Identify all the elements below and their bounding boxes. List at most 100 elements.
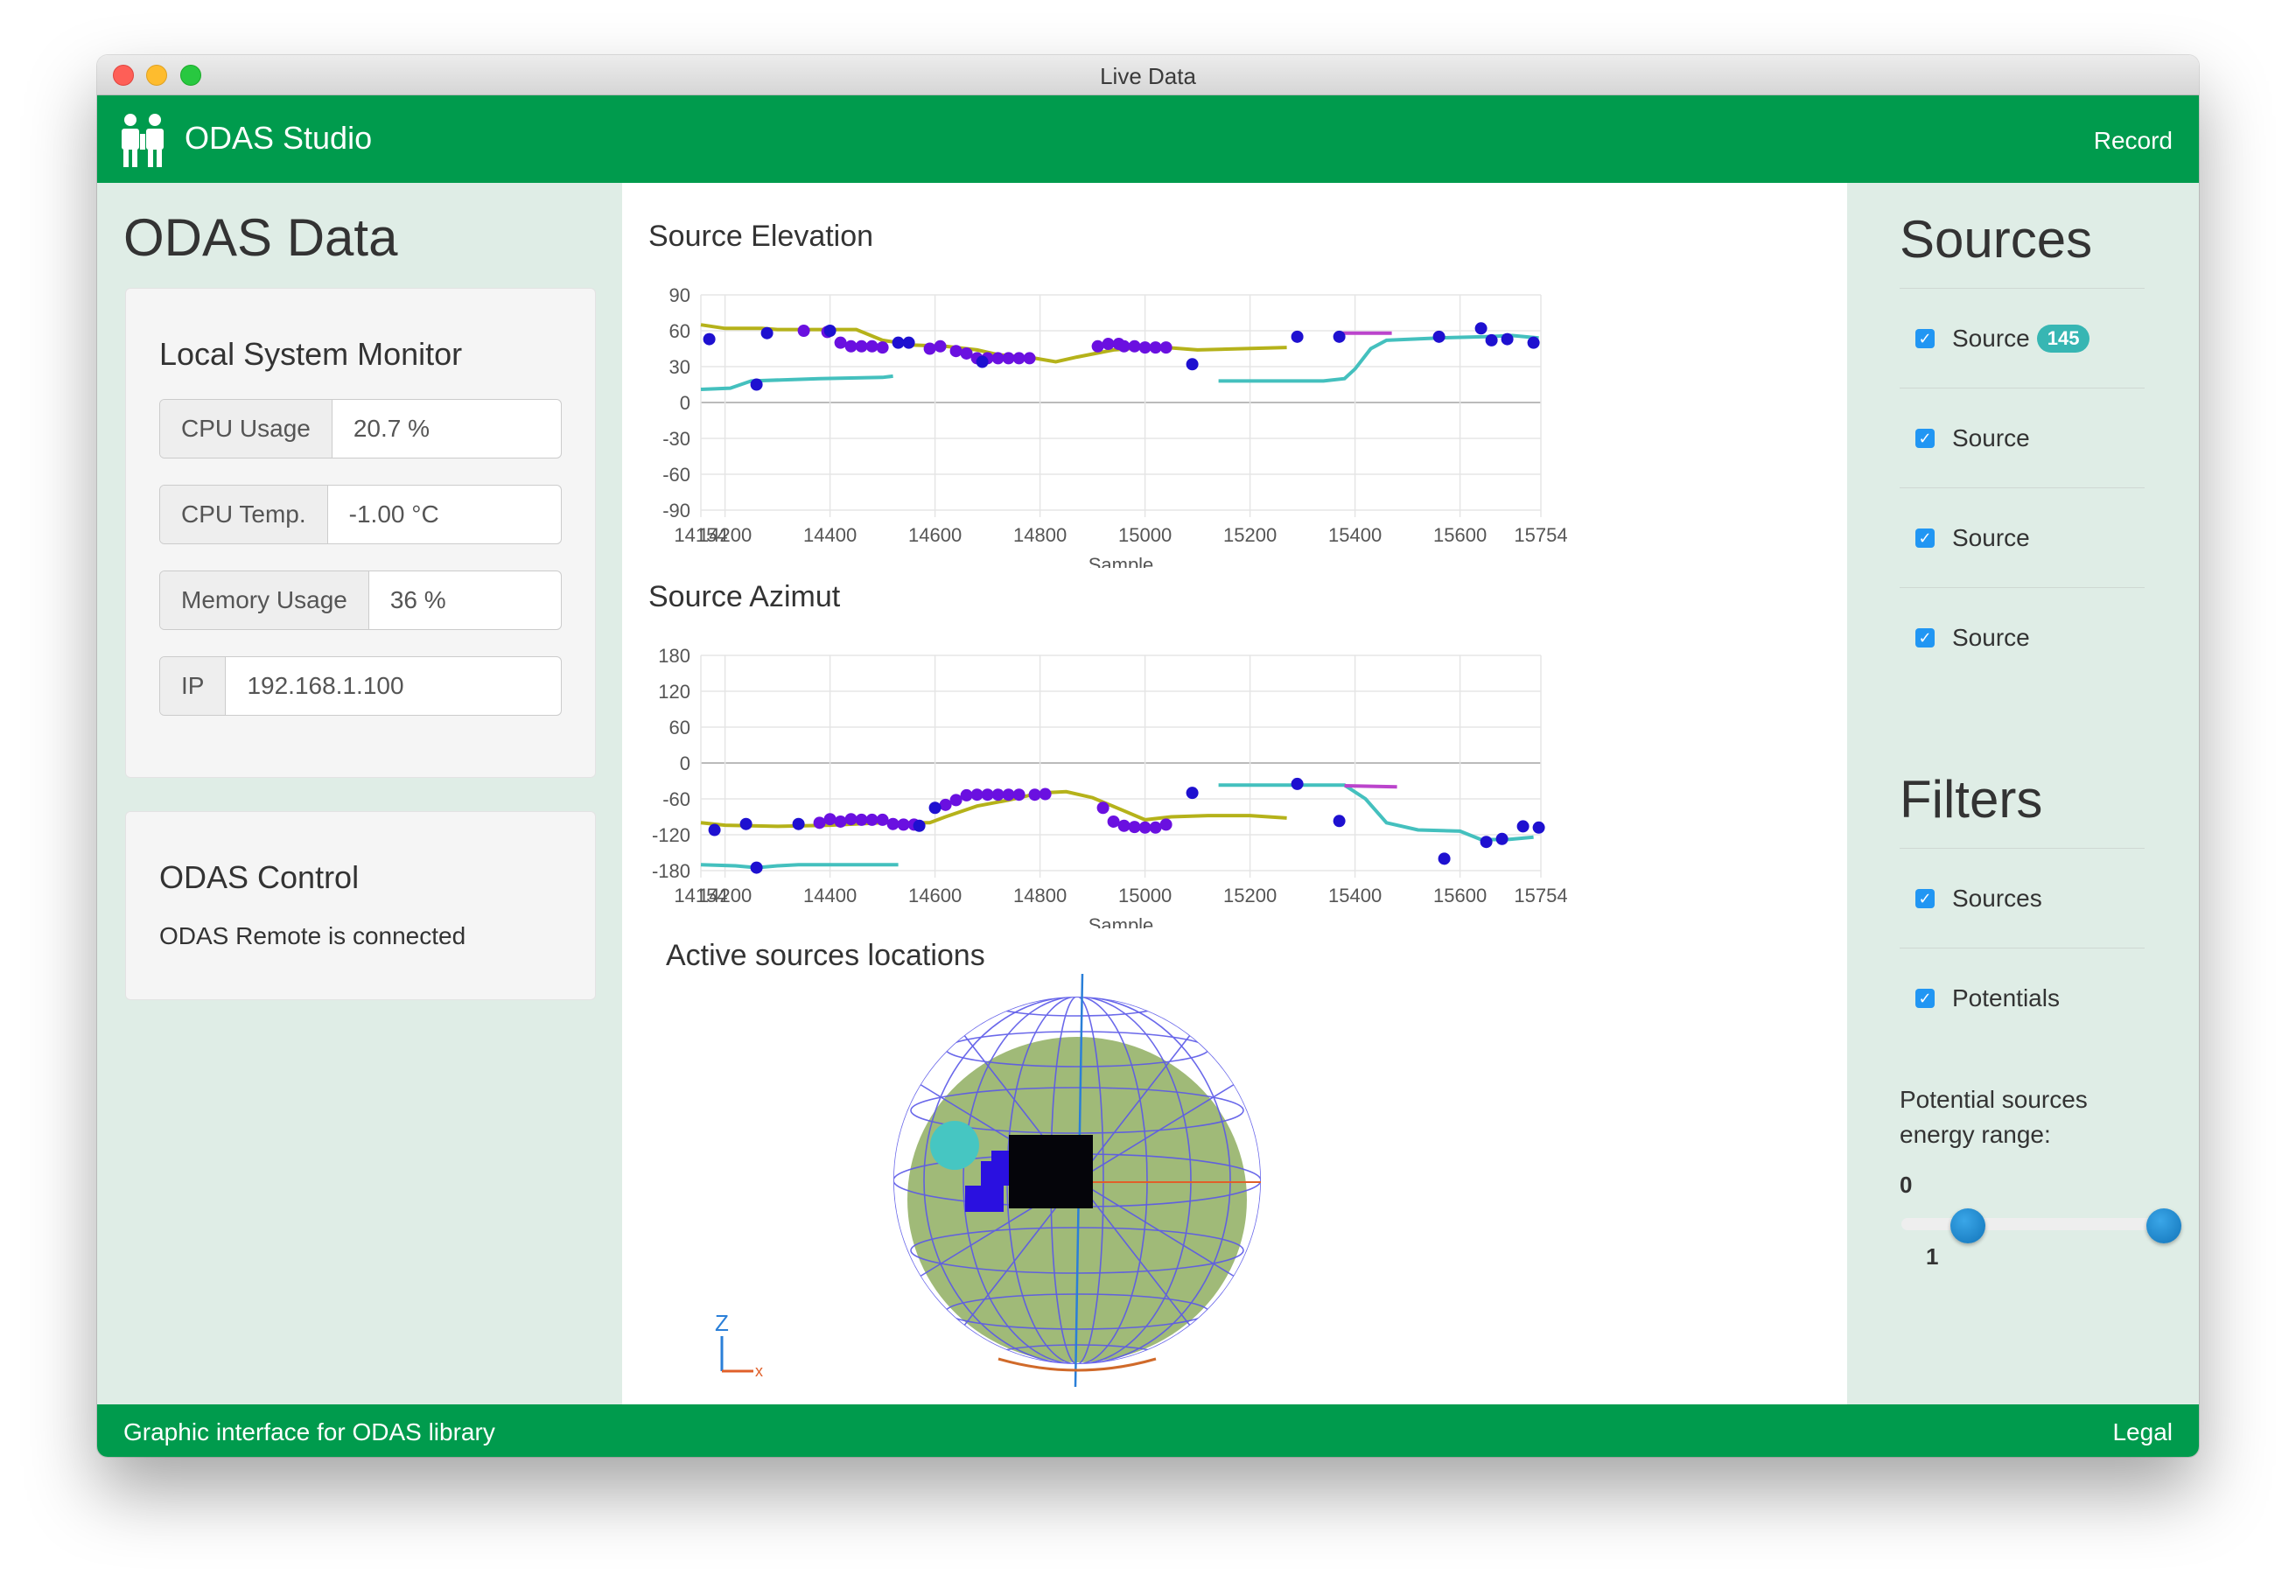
charts-panel: Source Elevation 90 60 30 0 -30 -60 -90 14154 14… bbox=[622, 183, 1847, 1404]
filter-row-potentials[interactable]: ✓ Potentials bbox=[1900, 948, 2145, 1047]
data-point bbox=[960, 346, 973, 360]
checkbox-checked-icon[interactable]: ✓ bbox=[1915, 528, 1935, 548]
data-point bbox=[1291, 330, 1304, 343]
minimize-window-button[interactable] bbox=[146, 65, 167, 86]
brand-name[interactable]: ODAS Studio bbox=[185, 120, 373, 156]
cpu-temp-value: -1.00 °C bbox=[348, 500, 439, 528]
data-point bbox=[1002, 788, 1015, 802]
data-point bbox=[844, 813, 858, 826]
source-row[interactable]: ✓ Source bbox=[1900, 388, 2145, 487]
data-point bbox=[1495, 832, 1508, 845]
source-row[interactable]: ✓ Source bbox=[1900, 587, 2145, 687]
gizmo-x-label: x bbox=[755, 1362, 763, 1380]
sphere-bottom-edge bbox=[998, 1357, 1157, 1372]
y-tick-label: -30 bbox=[662, 428, 690, 450]
y-tick-label: 0 bbox=[680, 392, 690, 414]
data-point bbox=[902, 336, 915, 349]
checkbox-checked-icon[interactable]: ✓ bbox=[1915, 888, 1935, 908]
memory-usage-field: Memory Usage 36 % bbox=[159, 570, 562, 630]
data-point bbox=[792, 817, 805, 830]
energy-range-label: Potential sources energy range: bbox=[1900, 1086, 2088, 1148]
ip-value: 192.168.1.100 bbox=[247, 672, 404, 699]
filter-label: Sources bbox=[1952, 884, 2042, 912]
checkbox-checked-icon[interactable]: ✓ bbox=[1915, 988, 1935, 1008]
data-point bbox=[1485, 333, 1498, 346]
data-point bbox=[1028, 788, 1041, 802]
close-window-button[interactable] bbox=[113, 65, 134, 86]
data-point bbox=[928, 802, 942, 815]
data-point bbox=[1107, 815, 1120, 828]
energy-range-slider[interactable] bbox=[1901, 1218, 2164, 1230]
data-point bbox=[1138, 821, 1152, 834]
x-tick-label: 14800 bbox=[1013, 524, 1067, 546]
x-tick-label: 15400 bbox=[1328, 885, 1382, 906]
azimut-chart-title: Source Azimut bbox=[648, 580, 841, 613]
data-point bbox=[1432, 330, 1446, 343]
checkbox-checked-icon[interactable]: ✓ bbox=[1915, 627, 1935, 648]
y-tick-label: 90 bbox=[669, 284, 690, 306]
series-line bbox=[1218, 783, 1534, 842]
filters-title: Filters bbox=[1900, 770, 2043, 829]
data-point bbox=[855, 340, 868, 353]
data-point bbox=[892, 336, 905, 349]
series-line bbox=[700, 374, 893, 391]
data-point bbox=[855, 813, 868, 826]
maximize-window-button[interactable] bbox=[180, 65, 201, 86]
data-point bbox=[1474, 322, 1488, 335]
data-point bbox=[1149, 341, 1162, 354]
potential-source-marker[interactable] bbox=[991, 1151, 1009, 1166]
tracked-source-marker[interactable] bbox=[930, 1121, 979, 1170]
cpu-usage-field: CPU Usage 20.7 % bbox=[159, 399, 562, 458]
y-tick-label: -180 bbox=[652, 860, 690, 882]
data-point bbox=[865, 340, 878, 353]
data-point bbox=[834, 336, 847, 349]
source-row[interactable]: ✓ Source bbox=[1900, 487, 2145, 587]
legal-link[interactable]: Legal bbox=[2112, 1418, 2173, 1446]
data-point bbox=[976, 355, 989, 368]
data-point bbox=[1091, 340, 1104, 353]
data-point bbox=[1291, 777, 1304, 790]
data-point bbox=[981, 788, 994, 802]
data-point bbox=[991, 788, 1004, 802]
data-point bbox=[1501, 332, 1514, 346]
cpu-temp-label: CPU Temp. bbox=[160, 486, 328, 543]
range-min-value: 0 bbox=[1900, 1172, 1913, 1198]
y-tick-label: 60 bbox=[669, 320, 690, 342]
locations-title: Active sources locations bbox=[666, 939, 985, 972]
x-tick-label: 15600 bbox=[1433, 885, 1487, 906]
odas-control-card: ODAS Control ODAS Remote is connected bbox=[125, 811, 596, 1000]
data-point bbox=[739, 817, 752, 830]
slider-handle-high[interactable] bbox=[2146, 1208, 2181, 1243]
slider-handle-low[interactable] bbox=[1950, 1208, 1985, 1243]
title-bar: Live Data bbox=[97, 55, 2199, 95]
source-label: Source bbox=[1952, 523, 2030, 551]
odas-logo-icon[interactable] bbox=[116, 111, 169, 169]
panel-title: ODAS Data bbox=[123, 208, 398, 267]
data-point bbox=[1159, 341, 1172, 354]
source-locations-globe[interactable] bbox=[867, 970, 1287, 1390]
cpu-usage-label: CPU Usage bbox=[160, 400, 332, 458]
checkbox-checked-icon[interactable]: ✓ bbox=[1915, 328, 1935, 348]
checkbox-checked-icon[interactable]: ✓ bbox=[1915, 428, 1935, 448]
data-point bbox=[834, 815, 847, 828]
data-point bbox=[823, 325, 836, 337]
data-point bbox=[876, 813, 889, 826]
data-point bbox=[813, 816, 826, 830]
source-label: Source bbox=[1952, 623, 2030, 651]
x-tick-label: 15200 bbox=[1223, 885, 1277, 906]
window-title: Live Data bbox=[1100, 63, 1196, 89]
x-tick-label: 14200 bbox=[698, 524, 752, 546]
data-point bbox=[1012, 352, 1026, 365]
record-link[interactable]: Record bbox=[2093, 127, 2173, 154]
data-point bbox=[923, 342, 936, 355]
potential-source-marker[interactable] bbox=[965, 1186, 1004, 1212]
filter-row-sources[interactable]: ✓ Sources bbox=[1900, 848, 2145, 948]
microphone-array-block bbox=[1009, 1135, 1093, 1208]
data-point bbox=[1138, 341, 1152, 354]
data-point bbox=[703, 332, 716, 346]
source-row[interactable]: ✓ Source 145 bbox=[1900, 288, 2145, 388]
series-line bbox=[700, 863, 899, 870]
data-point bbox=[1333, 815, 1346, 828]
